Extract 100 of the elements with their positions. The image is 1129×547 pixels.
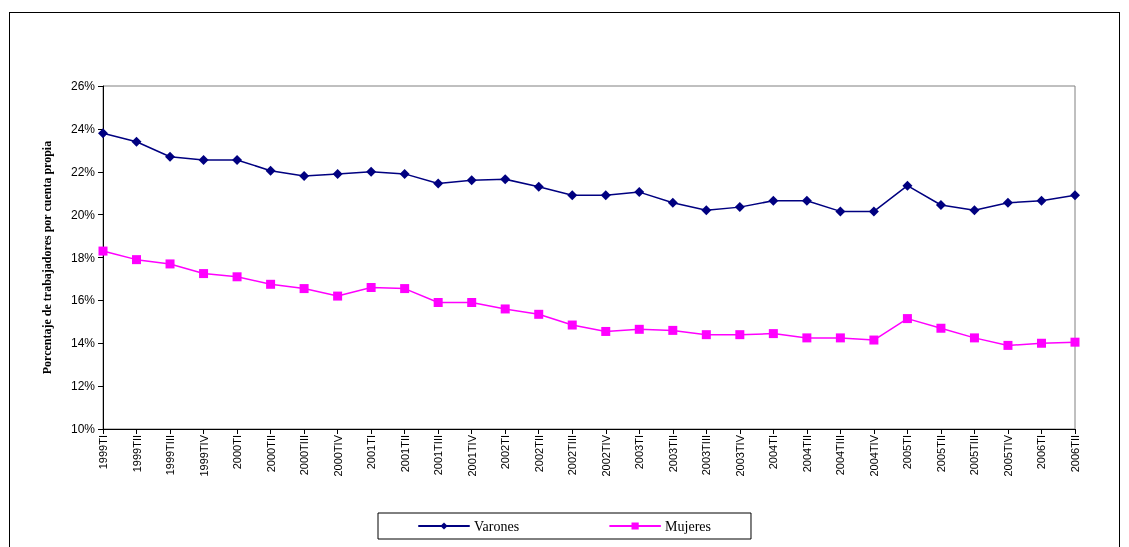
point <box>936 323 946 333</box>
point <box>835 333 845 343</box>
point <box>1070 190 1080 201</box>
x-tick-label: 2006TII <box>1069 435 1081 473</box>
legend-label: Mujeres <box>665 518 711 534</box>
x-tick-label: 2000TII <box>264 435 277 473</box>
point <box>935 199 946 210</box>
point <box>1036 338 1046 348</box>
point <box>466 175 477 186</box>
y-tick-label: 26% <box>70 79 96 93</box>
x-tick-label: 2004TI <box>767 435 780 470</box>
point <box>265 165 276 176</box>
x-tick-label: 1999TI <box>97 435 109 470</box>
x-tick-label: 2006TI <box>1035 435 1048 470</box>
point <box>667 197 678 208</box>
point <box>701 205 712 216</box>
y-axis-title: Porcentaje de trabajadores por cuenta propia <box>40 140 54 375</box>
legend-label: Varones <box>474 518 520 534</box>
point <box>902 314 912 324</box>
point <box>299 171 310 182</box>
point <box>333 291 343 301</box>
point <box>534 309 544 319</box>
point <box>500 174 511 185</box>
point <box>567 320 577 330</box>
point <box>601 326 611 336</box>
x-tick-label: 2004TIII <box>834 435 847 476</box>
x-tick-label: 2002TII <box>532 435 545 473</box>
point <box>768 195 779 206</box>
x-tick-label: 2005TII <box>934 435 947 473</box>
x-tick-label: 2001TIII <box>432 435 445 476</box>
x-tick-label: 2004TIV <box>867 434 880 477</box>
y-tick-label: 16% <box>70 293 96 308</box>
point <box>668 325 678 335</box>
x-tick-label: 2000TIII <box>298 435 311 476</box>
point <box>399 168 410 179</box>
point <box>98 246 108 256</box>
point <box>366 166 377 177</box>
y-tick-label: 22% <box>70 164 96 179</box>
x-tick-label: 2004TII <box>800 435 813 473</box>
x-tick-label: 2001TIV <box>465 434 478 477</box>
x-tick-label: 2003TI <box>633 435 646 470</box>
point <box>199 269 209 279</box>
x-tick-label: 2003TIV <box>733 434 746 477</box>
y-tick-label: 12% <box>70 379 96 394</box>
y-tick-label: 14% <box>70 336 96 351</box>
point <box>567 190 578 201</box>
y-tick-label: 24% <box>70 121 96 136</box>
point <box>366 283 376 293</box>
point <box>232 272 242 282</box>
point <box>902 180 913 191</box>
point <box>433 178 444 189</box>
point <box>768 329 778 339</box>
point <box>802 333 812 343</box>
x-tick-label: 2005TI <box>901 435 914 470</box>
x-tick-label: 2000TIV <box>331 434 344 477</box>
x-tick-label: 2001TII <box>398 435 411 473</box>
point <box>500 304 510 314</box>
point <box>232 154 243 165</box>
x-tick-label: 1999TIII <box>164 435 177 476</box>
point <box>600 190 611 201</box>
point <box>969 205 980 216</box>
point <box>332 168 343 179</box>
point <box>533 181 544 192</box>
point <box>1003 340 1013 350</box>
x-tick-label: 1999TII <box>130 435 143 473</box>
y-tick-label: 10% <box>70 422 96 436</box>
point <box>634 324 644 334</box>
point <box>132 255 142 265</box>
x-tick-label: 2003TII <box>666 435 679 473</box>
point <box>701 330 711 340</box>
x-tick-label: 1999TIV <box>197 434 210 477</box>
point <box>433 298 443 308</box>
point <box>266 279 276 289</box>
x-tick-label: 2003TIII <box>700 435 713 476</box>
x-tick-label: 2001TI <box>365 435 378 470</box>
x-tick-label: 2000TI <box>231 435 244 470</box>
point <box>165 259 175 269</box>
point <box>1002 197 1013 208</box>
point <box>869 335 879 345</box>
x-tick-label: 2005TIV <box>1001 434 1014 477</box>
point <box>835 206 846 217</box>
point <box>198 154 209 165</box>
x-tick-label: 2002TI <box>499 435 512 470</box>
point <box>131 136 142 147</box>
point <box>98 128 108 139</box>
point <box>634 187 645 198</box>
point <box>735 330 745 340</box>
point <box>1070 337 1080 347</box>
point <box>734 202 745 213</box>
point <box>1036 195 1047 206</box>
point <box>299 284 309 294</box>
x-tick-label: 2002TIV <box>599 434 612 477</box>
point <box>165 151 176 162</box>
x-tick-label: 2002TIII <box>566 435 579 476</box>
point <box>969 333 979 343</box>
point <box>801 195 812 206</box>
point <box>467 298 477 308</box>
point <box>868 206 879 217</box>
y-tick-label: 18% <box>70 250 96 265</box>
point <box>400 284 410 294</box>
